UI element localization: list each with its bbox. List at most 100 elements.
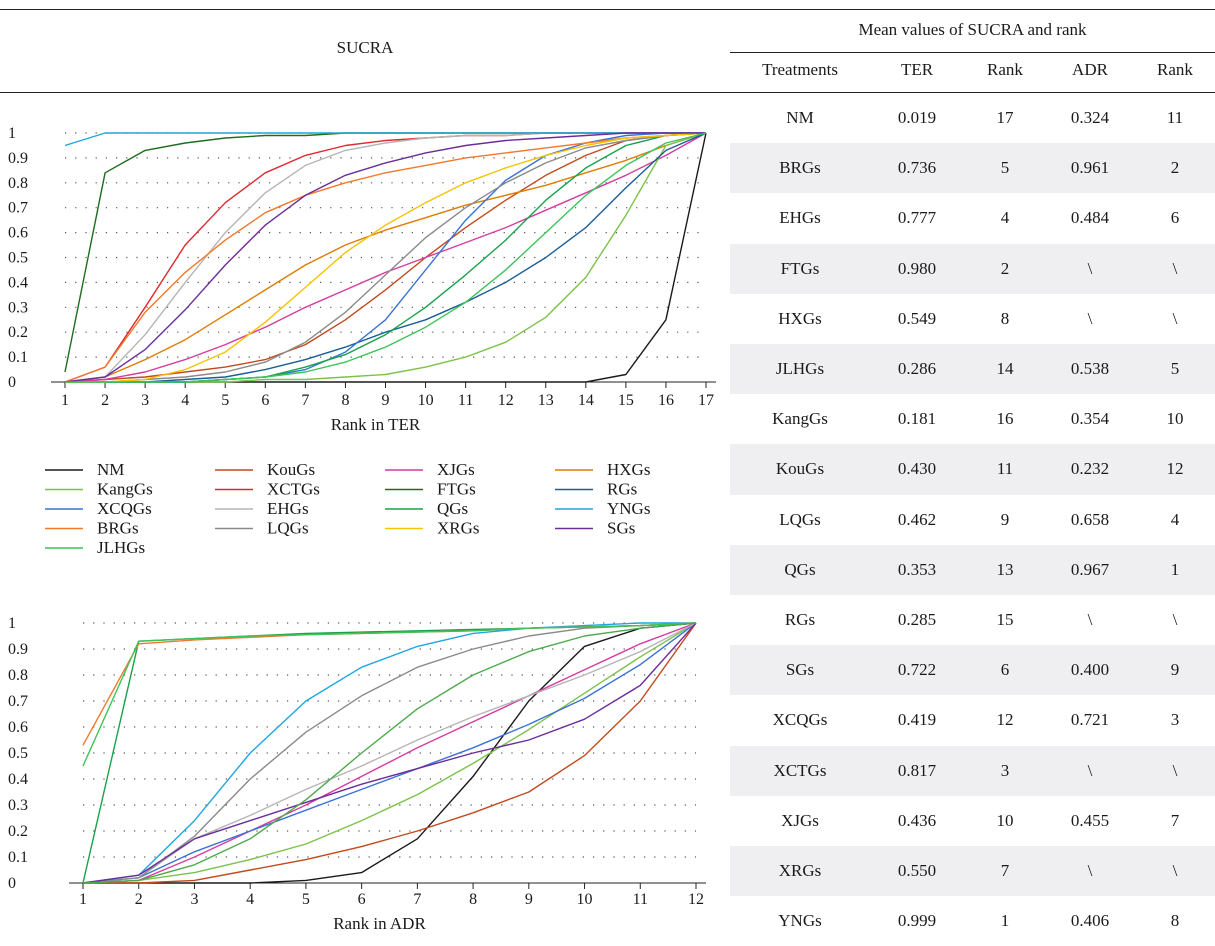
legend-label: HXGs (607, 460, 650, 479)
cell-ter: 0.419 (897, 710, 937, 730)
cell-ter: 0.999 (897, 911, 937, 931)
table-row: QGs 0.353 13 0.967 1 (730, 544, 1215, 595)
cell-adr-rank: \ (1172, 258, 1178, 278)
legend-label: XCTGs (267, 480, 320, 499)
ter-y-tick-label: 0.8 (8, 175, 28, 192)
cell-ter-rank: 3 (1000, 760, 1010, 780)
ter-series-ftgs (64, 132, 706, 373)
ter-y-tick-label: 0.1 (8, 349, 28, 366)
cell-ter: 0.722 (897, 660, 937, 680)
ter-y-tick-label: 0.6 (8, 225, 28, 242)
cell-ter-rank: 16 (996, 409, 1014, 429)
ter-x-tick-label: 13 (538, 392, 554, 409)
legend-label: NM (97, 460, 124, 479)
cell-adr-rank: \ (1172, 760, 1178, 780)
cell-adr-rank: 1 (1170, 559, 1180, 579)
cell-adr: \ (1087, 258, 1093, 278)
adr-series-jlhgs (82, 622, 697, 767)
cell-treatment: KouGs (775, 459, 825, 479)
col-header-treatments: Treatments (762, 60, 838, 79)
adr-y-tick-label: 0.4 (8, 771, 28, 788)
adr-series-kougs (83, 622, 697, 884)
adr-y-tick-label: 0.1 (8, 849, 28, 866)
ter-series-sgs (64, 132, 706, 383)
cell-adr-rank: 4 (1170, 509, 1180, 529)
ter-x-tick-label: 17 (698, 392, 714, 409)
cell-ter-rank: 7 (1000, 861, 1010, 881)
ter-x-tick-label: 15 (618, 392, 634, 409)
cell-adr-rank: 11 (1166, 108, 1184, 128)
adr-y-tick-label: 0.2 (8, 823, 28, 840)
table-row: SGs 0.722 6 0.400 9 (730, 645, 1215, 696)
table-row: XRGs 0.550 7 \ \ (730, 846, 1215, 897)
cell-adr-rank: 10 (1166, 409, 1184, 429)
cell-ter: 0.736 (897, 158, 937, 178)
cell-adr: 0.455 (1070, 810, 1110, 830)
ter-x-tick-label: 10 (418, 392, 434, 409)
cell-adr: \ (1087, 610, 1093, 630)
adr-x-tick-label: 6 (358, 891, 366, 908)
ter-x-tick-label: 9 (382, 392, 390, 409)
legend-label: BRGs (97, 519, 139, 538)
cell-ter-rank: 11 (996, 459, 1014, 479)
ter-x-tick-label: 8 (341, 392, 349, 409)
cell-ter-rank: 1 (1000, 911, 1010, 931)
ter-series-kougs (64, 132, 707, 383)
ter-x-tick-label: 11 (458, 392, 473, 409)
adr-y-tick-label: 0.7 (8, 693, 28, 710)
top-rule (0, 9, 1215, 10)
ter-series-xcqgs (65, 132, 706, 383)
legend-label: QGs (437, 499, 468, 518)
ter-x-tick-label: 1 (61, 392, 69, 409)
cell-ter: 0.286 (897, 359, 937, 379)
legend-label: EHGs (267, 499, 309, 518)
adr-y-tick-label: 1 (8, 615, 16, 632)
adr-series-lqgs (82, 622, 697, 884)
ter-y-tick-label: 0.2 (8, 324, 28, 341)
cell-adr-rank: 8 (1170, 911, 1180, 931)
cell-treatment: XCQGs (772, 710, 828, 730)
legend-label: SGs (607, 519, 635, 538)
adr-series-jlhgs-adr-mid (82, 622, 697, 884)
table-row: KangGs 0.181 16 0.354 10 (730, 394, 1215, 444)
ter-x-tick-label: 4 (181, 392, 189, 409)
adr-series-xcqgs (82, 622, 697, 884)
cell-ter-rank: 13 (996, 559, 1014, 579)
ter-x-tick-label: 3 (141, 392, 149, 409)
cell-ter: 0.019 (897, 108, 937, 128)
cell-ter: 0.436 (897, 810, 937, 830)
col-header-ter-rank: Rank (987, 60, 1023, 79)
cell-ter: 0.430 (897, 459, 937, 479)
cell-ter-rank: 2 (1000, 258, 1010, 278)
ter-series-xjgs (64, 132, 707, 383)
ter-series-yngs (64, 132, 706, 147)
ter-series-xrgs (65, 132, 707, 383)
cell-ter-rank: 8 (1000, 308, 1010, 328)
table-row: KouGs 0.430 11 0.232 12 (730, 444, 1215, 495)
legend-label: LQGs (267, 519, 309, 538)
ter-y-tick-label: 0.5 (8, 250, 28, 267)
legend-label: KangGs (97, 480, 153, 499)
ter-series-brgs (64, 132, 707, 383)
adr-y-tick-label: 0.5 (8, 745, 28, 762)
col-header-adr-rank: Rank (1157, 60, 1193, 79)
ter-y-tick-label: 0.9 (8, 150, 28, 167)
adr-y-tick-label: 0.8 (8, 667, 28, 684)
cell-treatment: XJGs (781, 810, 819, 830)
cell-treatment: YNGs (778, 911, 822, 931)
cell-ter-rank: 4 (1000, 208, 1010, 228)
cell-treatment: SGs (785, 660, 815, 680)
cell-adr-rank: 9 (1170, 660, 1180, 680)
cell-ter-rank: 10 (996, 810, 1014, 830)
table-row: XJGs 0.436 10 0.455 7 (730, 796, 1215, 846)
col-header-ter: TER (900, 60, 934, 79)
cell-adr: 0.721 (1070, 710, 1110, 730)
adr-x-tick-label: 1 (79, 891, 87, 908)
legend-label: JLHGs (97, 538, 145, 557)
table-row: NM 0.019 17 0.324 11 (730, 93, 1215, 143)
adr-x-tick-label: 3 (190, 891, 198, 908)
ter-x-tick-label: 2 (101, 392, 109, 409)
cell-adr: 0.538 (1070, 359, 1110, 379)
ter-series-lqgs (65, 132, 707, 383)
table-row: XCQGs 0.419 12 0.721 3 (730, 695, 1215, 745)
